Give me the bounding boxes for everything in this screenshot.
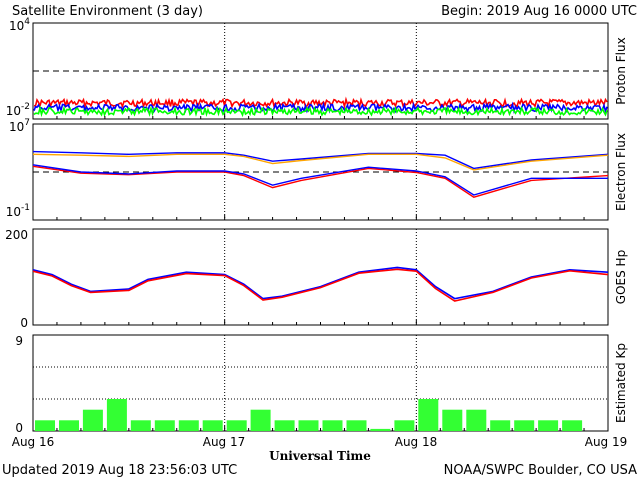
kp-bar-21: [538, 420, 559, 431]
kp-bar-1: [59, 420, 79, 431]
electron-series-1-orange: [32, 153, 609, 171]
goes-ytick-top: 200: [5, 228, 28, 242]
kp-bar-10: [274, 420, 295, 431]
kp-bar-8: [226, 420, 247, 431]
xtick-aug19: Aug 19: [585, 435, 628, 449]
kp-panel: 9 0 Estimated Kp: [15, 334, 628, 435]
goes-hp-label: GOES Hp: [614, 250, 628, 304]
kp-bar-5: [154, 420, 175, 431]
kp-bar-7: [202, 420, 223, 431]
kp-bar-12: [322, 420, 343, 431]
plot-title: Satellite Environment (3 day): [12, 4, 203, 19]
goes-ytick-bottom: 0: [20, 316, 28, 330]
updated-time: Updated 2019 Aug 18 23:56:03 UTC: [2, 463, 237, 478]
kp-bar-0: [35, 420, 55, 431]
proton-ytick-top-exp: 4: [24, 17, 30, 27]
kp-ytick-bottom: 0: [15, 421, 23, 435]
kp-bar-17: [442, 409, 463, 431]
xtick-aug17: Aug 17: [203, 435, 246, 449]
kp-bar-15: [394, 420, 415, 431]
xtick-aug18: Aug 18: [395, 435, 438, 449]
proton-series-green: [33, 105, 608, 118]
electron-series-0-blue: [32, 150, 609, 170]
electron-ytick-bottom-exp: -1: [21, 203, 30, 213]
proton-ytick-bottom-base: 10: [6, 104, 21, 118]
proton-ytick-bottom-exp: -2: [21, 102, 30, 112]
kp-bar-11: [298, 420, 319, 431]
electron-ytick-top-exp: 7: [24, 118, 30, 128]
kp-bar-18: [466, 409, 487, 431]
proton-flux-panel: 104 10-2 Proton Flux: [6, 17, 628, 118]
kp-bar-16: [418, 399, 439, 431]
proton-ytick-top: 104: [9, 17, 30, 33]
goes-hp-series-red: [32, 268, 609, 302]
electron-ytick-top: 107: [9, 118, 30, 134]
kp-bar-13: [346, 420, 367, 431]
kp-bar-3: [106, 399, 127, 431]
kp-bar-14: [370, 428, 391, 431]
goes-hp-panel: 200 0 GOES Hp: [5, 228, 628, 330]
electron-flux-panel: 107 10-1 Electron Flux: [6, 118, 628, 219]
electron-ytick-bottom: 10-1: [6, 203, 30, 219]
electron-series-2-red: [32, 165, 609, 198]
kp-ytick-top: 9: [15, 334, 23, 348]
kp-bar-4: [130, 420, 151, 431]
credit: NOAA/SWPC Boulder, CO USA: [444, 463, 637, 478]
goes-hp-series-blue: [32, 266, 609, 300]
electron-panel-frame: [32, 123, 609, 221]
kp-bar-6: [178, 420, 199, 431]
proton-ytick-bottom: 10-2: [6, 102, 30, 118]
kp-bar-19: [490, 420, 511, 431]
xtick-aug16: Aug 16: [12, 435, 55, 449]
electron-series-3-blue: [32, 164, 608, 196]
kp-label: Estimated Kp: [614, 343, 628, 423]
begin-time: Begin: 2019 Aug 16 0000 UTC: [441, 4, 637, 19]
xaxis-label: Universal Time: [269, 449, 371, 463]
proton-flux-label: Proton Flux: [614, 37, 628, 104]
electron-ytick-bottom-base: 10: [6, 205, 21, 219]
kp-bar-20: [514, 420, 535, 431]
electron-flux-label: Electron Flux: [614, 133, 628, 211]
kp-bar-9: [250, 409, 271, 431]
goes-hp-panel-frame: [32, 228, 609, 326]
kp-bar-2: [82, 409, 103, 431]
proton-ytick-top-base: 10: [9, 19, 24, 33]
electron-ytick-top-base: 10: [9, 120, 24, 134]
chart-marks: [32, 23, 609, 431]
kp-bar-22: [562, 420, 583, 431]
